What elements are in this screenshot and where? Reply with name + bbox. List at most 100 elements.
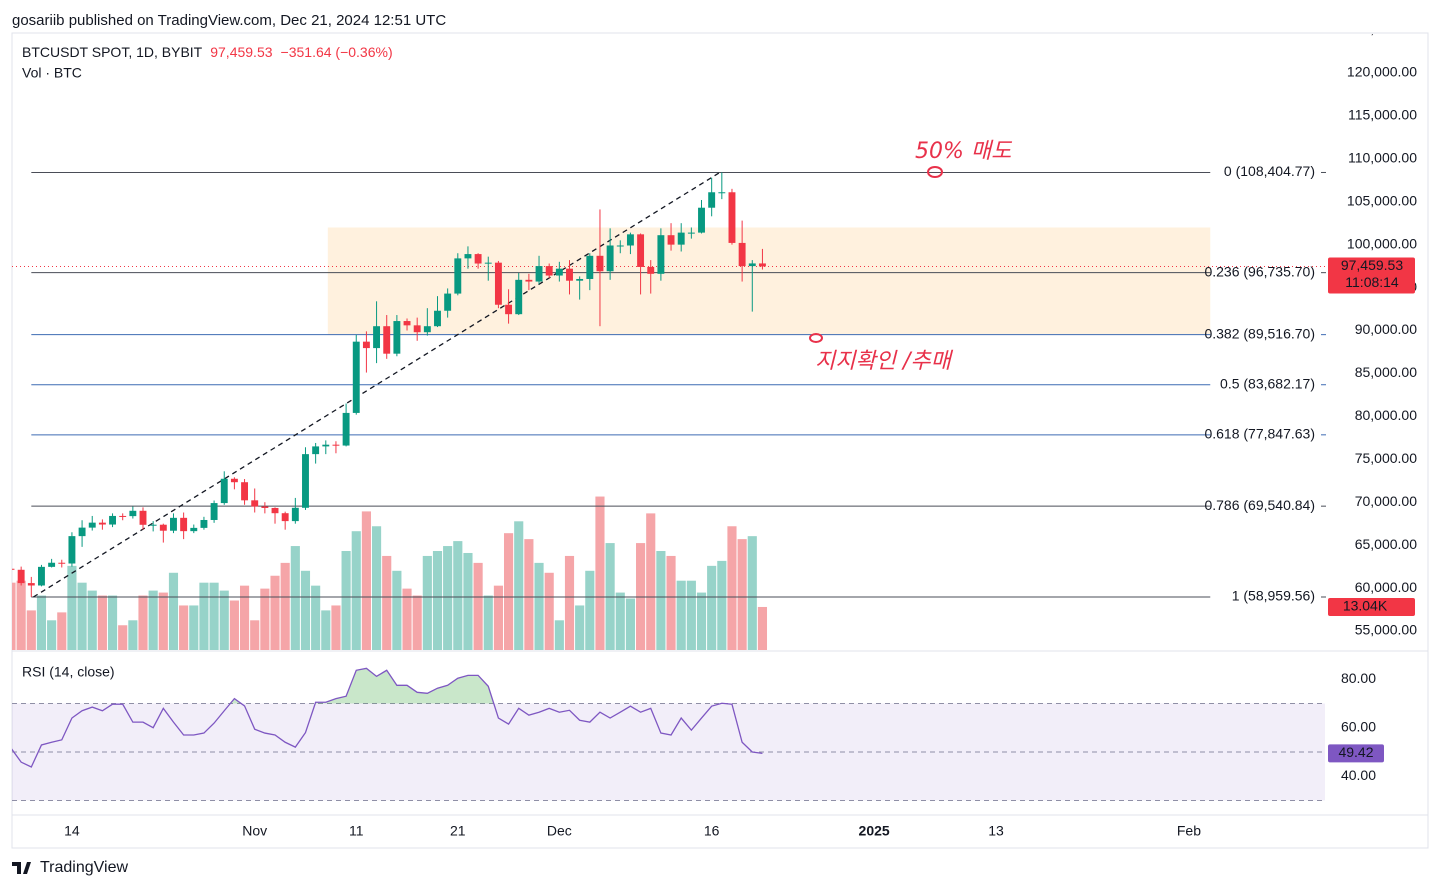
candle-body [312,446,320,455]
volume-bar [77,582,87,650]
candle-body [596,255,604,272]
candle-body [454,258,462,294]
volume-bar [534,562,544,650]
volume-bar [585,570,595,650]
candle-body [241,482,249,501]
volume-bar [727,526,737,650]
volume-bar [524,539,534,650]
candle-body [352,341,360,413]
volume-bar [544,572,554,650]
volume-bar [686,580,696,650]
volume-bar [67,565,77,650]
volume-bar [483,595,493,650]
y-tick-label: 80,000.00 [1355,407,1417,423]
price-pane [12,171,1325,650]
y-tick-label: 125,000.00 [1347,21,1417,37]
volume-bar [412,595,422,650]
candle-body [170,517,177,531]
candle-body [434,310,441,327]
volume-bar [575,605,585,650]
volume-bar [128,620,138,650]
y-tick-label: 120,000.00 [1347,64,1417,80]
volume-bar [757,606,768,650]
volume-bar [341,551,351,650]
candle-body [129,510,137,517]
candle-body [220,478,228,504]
volume-bar [26,610,36,650]
candle-body [657,235,665,274]
volume-bar [432,551,443,650]
volume-bar [179,605,189,650]
candle-body [291,507,299,522]
rsi-badge-text: 49.42 [1338,744,1373,760]
price-change: −351.64 (−0.36%) [281,44,393,60]
x-tick-label: 16 [704,823,720,839]
candle-body [606,245,614,272]
candle-body [738,242,746,267]
x-tick-label: 14 [64,823,80,839]
candle-body [555,268,563,276]
volume-bar [47,620,57,650]
candle-body [149,524,157,526]
candle-body [383,326,391,354]
volume-badge [1328,597,1415,616]
candle-body [403,321,411,326]
candle-body [474,254,482,264]
volume-bar [260,588,270,650]
candle-body [423,326,431,333]
rsi-tick-label: 80.00 [1341,670,1376,686]
volume-bar [118,625,128,650]
annotation: 50% 매도 [915,139,1013,164]
volume-bar [402,588,412,650]
candle-body [17,569,25,584]
candle-body [626,234,634,246]
candle-body [494,262,502,305]
symbol: BTCUSDT SPOT, 1D, BYBIT 97,459.53 −351.64 … [22,44,393,60]
volume-bar [595,496,605,650]
volume-bar [453,541,463,650]
x-tick-label: Nov [242,823,267,839]
volume-bar [138,595,148,650]
x-tick-label: 21 [450,823,466,839]
rsi-title: RSI (14, close) [22,664,115,680]
candle-body [200,519,208,528]
volume-bar [351,531,361,650]
volume-bar [107,595,118,650]
volume-title: Vol · BTC [22,65,82,81]
volume-bar [564,555,575,650]
volume-badge-text: 13.04K [1343,598,1388,614]
candle-body [38,566,45,586]
candle-body [98,522,106,525]
volume-bar [229,600,239,650]
y-tick-label: 110,000.00 [1348,149,1417,165]
volume-bar [331,605,341,650]
volume-bar [473,562,483,650]
volume-bar [717,560,727,650]
fib-label: 0 (108,404.77) [1224,163,1315,179]
y-tick-label: 65,000.00 [1355,536,1417,552]
x-tick-label: 13 [988,823,1004,839]
y-tick-label: 55,000.00 [1355,622,1417,638]
brand-logo [12,862,31,874]
y-tick-label: 115,000.00 [1348,107,1417,123]
volume-bar [493,585,503,650]
volume-bar [270,575,280,650]
last-price-badge [1328,257,1415,294]
volume-bar [625,598,635,650]
volume-bar [504,533,514,650]
candle-body [698,207,705,233]
annotation-circle [809,333,823,343]
y-tick-label: 70,000.00 [1355,493,1417,509]
volume-bar [209,582,219,650]
x-tick-label: Feb [1177,823,1201,839]
zone [327,227,1211,335]
volume-bar [615,592,625,650]
candle-body [647,266,655,274]
candle-body [27,583,35,586]
candle-body [78,527,86,537]
candle-body [302,454,309,508]
volume-bar [656,551,666,650]
volume-bar [199,582,209,650]
x-tick-label: 11 [349,823,364,839]
